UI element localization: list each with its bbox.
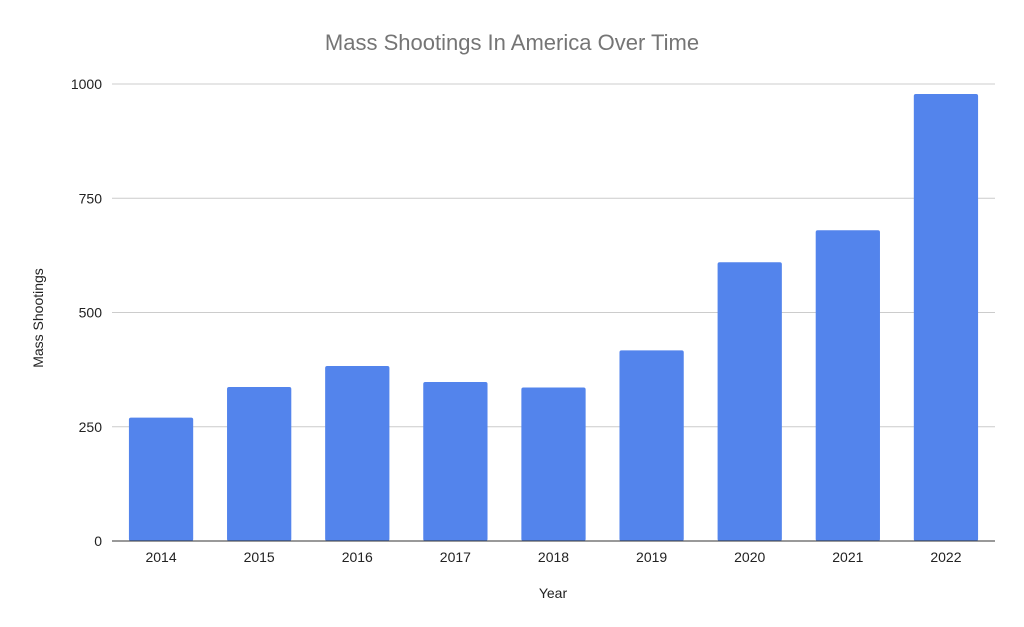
chart-title: Mass Shootings In America Over Time <box>325 30 699 55</box>
bar-2019 <box>619 350 684 541</box>
bar-2020 <box>717 262 782 541</box>
x-axis-tick-labels: 2014 2015 2016 2017 2018 2019 2020 2021 2022 <box>145 549 961 565</box>
bar-2014 <box>128 417 194 541</box>
x-tick-label: 2022 <box>930 549 961 565</box>
y-axis-tick-labels: 0 250 500 750 1000 <box>71 76 102 549</box>
bar-2021 <box>815 230 880 542</box>
bar-2022 <box>913 94 979 541</box>
x-tick-label: 2014 <box>145 549 176 565</box>
y-tick-label: 1000 <box>71 76 102 92</box>
y-tick-label: 0 <box>94 533 102 549</box>
bars <box>128 94 979 542</box>
y-tick-label: 500 <box>79 305 103 321</box>
x-tick-label: 2019 <box>636 549 667 565</box>
bar-2015 <box>227 386 292 541</box>
x-tick-label: 2016 <box>342 549 373 565</box>
y-axis-title: Mass Shootings <box>30 268 46 368</box>
bar-2018 <box>521 387 586 541</box>
x-tick-label: 2021 <box>832 549 863 565</box>
bar-2016 <box>325 365 390 541</box>
x-tick-label: 2018 <box>538 549 569 565</box>
x-tick-label: 2020 <box>734 549 765 565</box>
y-tick-label: 250 <box>79 419 103 435</box>
x-tick-label: 2015 <box>244 549 275 565</box>
x-tick-label: 2017 <box>440 549 471 565</box>
y-tick-label: 750 <box>79 190 103 206</box>
bar-2017 <box>423 381 488 541</box>
x-axis-title: Year <box>539 585 568 601</box>
